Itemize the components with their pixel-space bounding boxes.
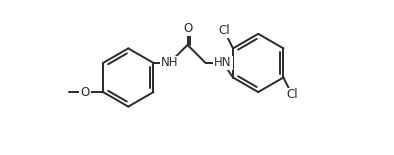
Text: O: O — [183, 22, 192, 35]
Text: Cl: Cl — [218, 24, 230, 37]
Text: NH: NH — [161, 56, 178, 69]
Text: HN: HN — [214, 56, 232, 69]
Text: O: O — [80, 86, 90, 99]
Text: Cl: Cl — [286, 89, 298, 102]
